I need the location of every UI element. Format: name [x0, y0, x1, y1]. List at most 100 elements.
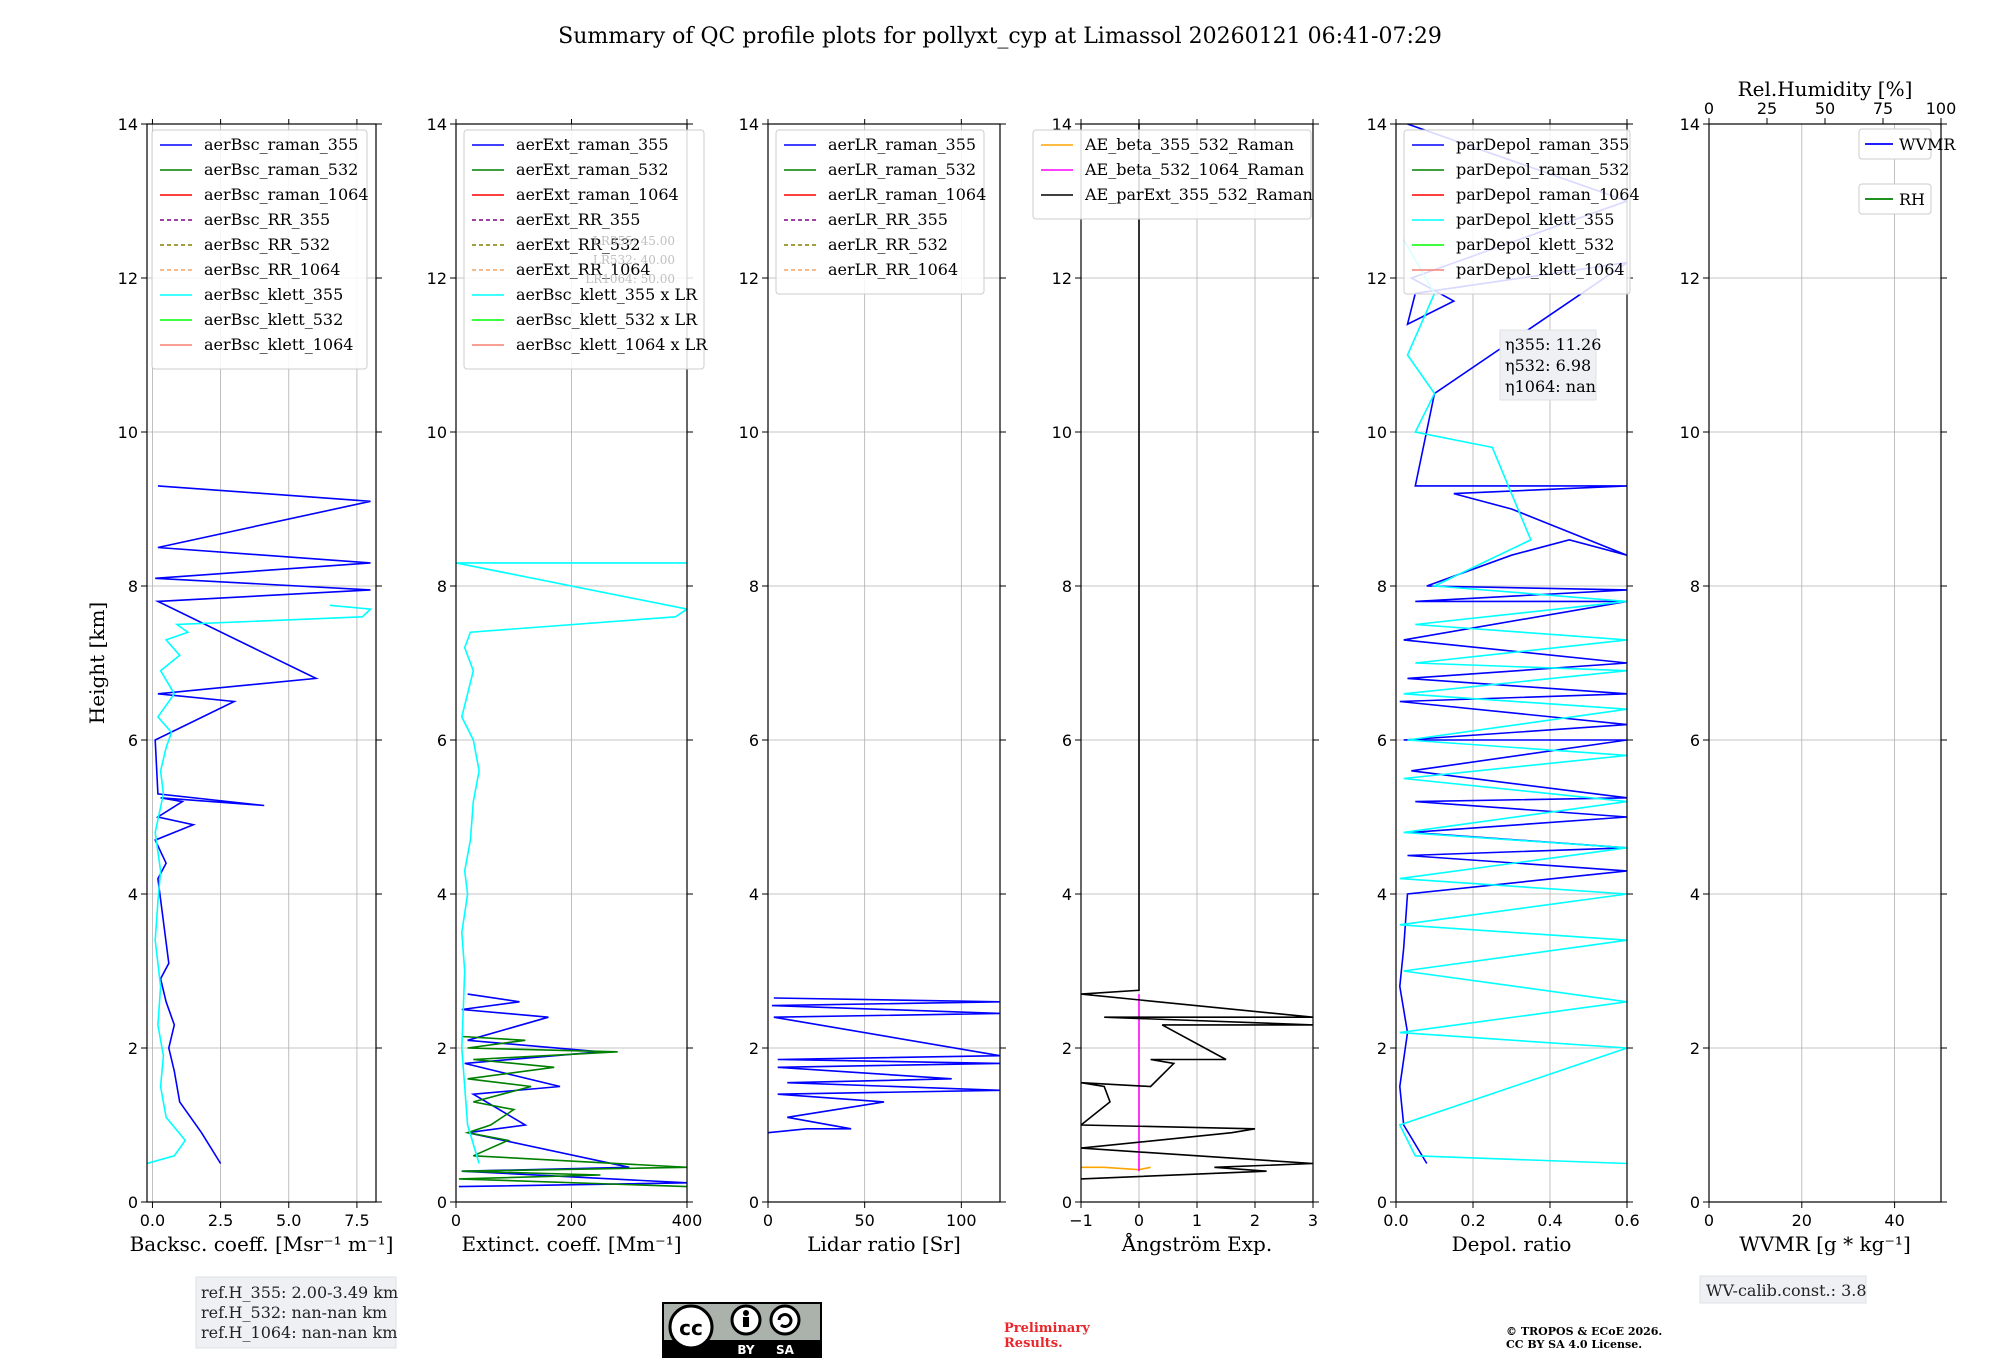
y-axis-label: Height [km]: [85, 602, 109, 724]
wv-calib-box: WV-calib.const.: 3.8: [1699, 1275, 1867, 1304]
legend-label-aerExt_raman_532: aerExt_raman_532: [516, 160, 669, 179]
yticklabel-ae-3: 6: [1062, 731, 1072, 750]
axes-frame-bsc: [146, 123, 377, 1203]
preliminary-line-1: Preliminary: [1004, 1321, 1090, 1336]
legend-box-ext: [463, 129, 705, 370]
top-ticklabel-0: 0: [1704, 99, 1714, 118]
panel-depol: 0.0 0.2 0.4 0.6 0 2 4 6 8 10 12 14 Depol. ratio parDe…: [1367, 115, 1640, 1256]
yticklabel-lr-2: 4: [749, 885, 759, 904]
lr-note-2: LR1064: 50.00: [585, 272, 675, 286]
legend-label-AE_parExt_355_532_Raman: AE_parExt_355_532_Raman: [1084, 185, 1313, 204]
top-xlabel: Rel.Humidity [%]: [1738, 77, 1913, 101]
yticklabel-ae-4: 8: [1062, 577, 1072, 596]
legend-label-aerExt_raman_355: aerExt_raman_355: [516, 135, 669, 154]
yticklabel-ae-0: 0: [1062, 1193, 1072, 1212]
xticklabel-bsc-3: 7.5: [344, 1211, 369, 1230]
yticklabel-bsc-1: 2: [128, 1039, 138, 1058]
xticklabel-ext-1: 200: [556, 1211, 587, 1230]
legend-label-aerBsc_raman_1064: aerBsc_raman_1064: [204, 185, 369, 204]
xticklabel-depol-3: 0.6: [1614, 1211, 1639, 1230]
eta-box: [1499, 329, 1597, 401]
legend-label-parDepol_klett_355: parDepol_klett_355: [1456, 210, 1614, 229]
yticklabel-bsc-4: 8: [128, 577, 138, 596]
cc-by-sa-logo: cc BY SA: [662, 1302, 822, 1358]
preliminary-line-2: Results.: [1004, 1336, 1063, 1351]
legend-label-aerLR_RR_532: aerLR_RR_532: [828, 235, 948, 254]
legend-label-aerBsc_RR_532: aerBsc_RR_532: [204, 235, 330, 254]
yticklabel-ext-0: 0: [437, 1193, 447, 1212]
eta-line-1: η532: 6.98: [1505, 356, 1591, 375]
legend-label-parDepol_raman_355: parDepol_raman_355: [1456, 135, 1629, 154]
yticklabel-bsc-6: 12: [118, 269, 138, 288]
series-aerBsc_klett_355 x LR: [456, 562, 687, 1164]
legend-box-ae: [1032, 129, 1312, 220]
xticklabel-ae-3: 2: [1250, 1211, 1260, 1230]
panel-lr: 0 50 100 0 2 4 6 8 10 12 14 Lidar ratio [Sr] aerLR_r…: [739, 115, 1006, 1256]
legend-label-aerLR_RR_1064: aerLR_RR_1064: [828, 260, 958, 279]
legend-label-aerBsc_klett_532 x LR: aerBsc_klett_532 x LR: [516, 310, 698, 329]
ref-height-box: ref.H_355: 2.00-3.49 km ref.H_532: nan-n…: [195, 1276, 398, 1349]
legend-box-WVMR: [1858, 128, 1932, 160]
legend-label-aerLR_raman_355: aerLR_raman_355: [828, 135, 976, 154]
figure-title: Summary of QC profile plots for pollyxt_…: [558, 24, 1442, 49]
top-ticklabel-3: 75: [1873, 99, 1893, 118]
xticklabel-ae-2: 1: [1192, 1211, 1202, 1230]
yticklabel-lr-3: 6: [749, 731, 759, 750]
yticklabel-ext-5: 10: [427, 423, 447, 442]
yticklabel-bsc-0: 0: [128, 1193, 138, 1212]
lr-note-1: LR532: 40.00: [593, 253, 675, 267]
legend-label-parDepol_raman_1064: parDepol_raman_1064: [1456, 185, 1640, 204]
yticklabel-bsc-2: 4: [128, 885, 138, 904]
xticklabel-bsc-0: 0.0: [140, 1211, 165, 1230]
legend-box-bsc: [151, 129, 368, 370]
ref-h-1064: ref.H_1064: nan-nan km: [201, 1323, 397, 1342]
xticklabel-wv-0: 0: [1704, 1211, 1714, 1230]
xticklabel-lr-1: 50: [854, 1211, 874, 1230]
xticklabel-ext-2: 400: [672, 1211, 703, 1230]
yticklabel-wv-0: 0: [1690, 1193, 1700, 1212]
yticklabel-ext-3: 6: [437, 731, 447, 750]
legend-label-parDepol_klett_532: parDepol_klett_532: [1456, 235, 1614, 254]
xticklabel-ae-4: 3: [1308, 1211, 1318, 1230]
series-parDepol_raman_355: [1398, 124, 1627, 1164]
legend-label-aerBsc_klett_1064: aerBsc_klett_1064: [204, 335, 353, 354]
yticklabel-ext-4: 8: [437, 577, 447, 596]
copyright-line-1: © TROPOS & ECoE 2026.: [1506, 1325, 1662, 1338]
legend-label-aerBsc_raman_532: aerBsc_raman_532: [204, 160, 358, 179]
yticklabel-depol-3: 6: [1377, 731, 1387, 750]
top-ticklabel-1: 25: [1757, 99, 1777, 118]
yticklabel-wv-7: 14: [1680, 115, 1700, 134]
series-aerExt_raman_532: [458, 1035, 687, 1188]
xticklabel-lr-0: 0: [763, 1211, 773, 1230]
yticklabel-depol-0: 0: [1377, 1193, 1387, 1212]
ref-h-532: ref.H_532: nan-nan km: [201, 1303, 387, 1322]
legend-label-RH: RH: [1899, 190, 1925, 209]
yticklabel-wv-4: 8: [1690, 577, 1700, 596]
legend-label-aerBsc_RR_355: aerBsc_RR_355: [204, 210, 330, 229]
legend-label-aerExt_raman_1064: aerExt_raman_1064: [516, 185, 679, 204]
legend-box-RH: [1858, 183, 1932, 215]
eta-line-2: η1064: nan: [1505, 377, 1596, 396]
wv-calib-text: WV-calib.const.: 3.8: [1706, 1281, 1867, 1300]
legend-label-AE_beta_532_1064_Raman: AE_beta_532_1064_Raman: [1084, 160, 1304, 179]
xlabel-bsc: Backsc. coeff. [Msr⁻¹ m⁻¹]: [130, 1232, 394, 1256]
yticklabel-ext-6: 12: [427, 269, 447, 288]
eta-line-0: η355: 11.26: [1505, 335, 1601, 354]
ref-h-355: ref.H_355: 2.00-3.49 km: [201, 1283, 398, 1302]
axes-frame-lr: [767, 123, 1001, 1203]
cc-logo-text: cc: [679, 1316, 703, 1340]
yticklabel-lr-4: 8: [749, 577, 759, 596]
yticklabel-depol-7: 14: [1367, 115, 1387, 134]
yticklabel-ext-1: 2: [437, 1039, 447, 1058]
legend-label-aerBsc_klett_532: aerBsc_klett_532: [204, 310, 343, 329]
axes-frame-depol: [1395, 123, 1628, 1203]
panel-ext: 0 200 400 0 2 4 6 8 10 12 14 Extinct. coeff. [Mm⁻¹]…: [427, 115, 709, 1256]
yticklabel-ae-1: 2: [1062, 1039, 1072, 1058]
legend-label-aerBsc_klett_355: aerBsc_klett_355: [204, 285, 343, 304]
top-ticklabel-2: 50: [1815, 99, 1835, 118]
xlabel-wv: WVMR [g * kg⁻¹]: [1739, 1232, 1911, 1256]
yticklabel-bsc-3: 6: [128, 731, 138, 750]
